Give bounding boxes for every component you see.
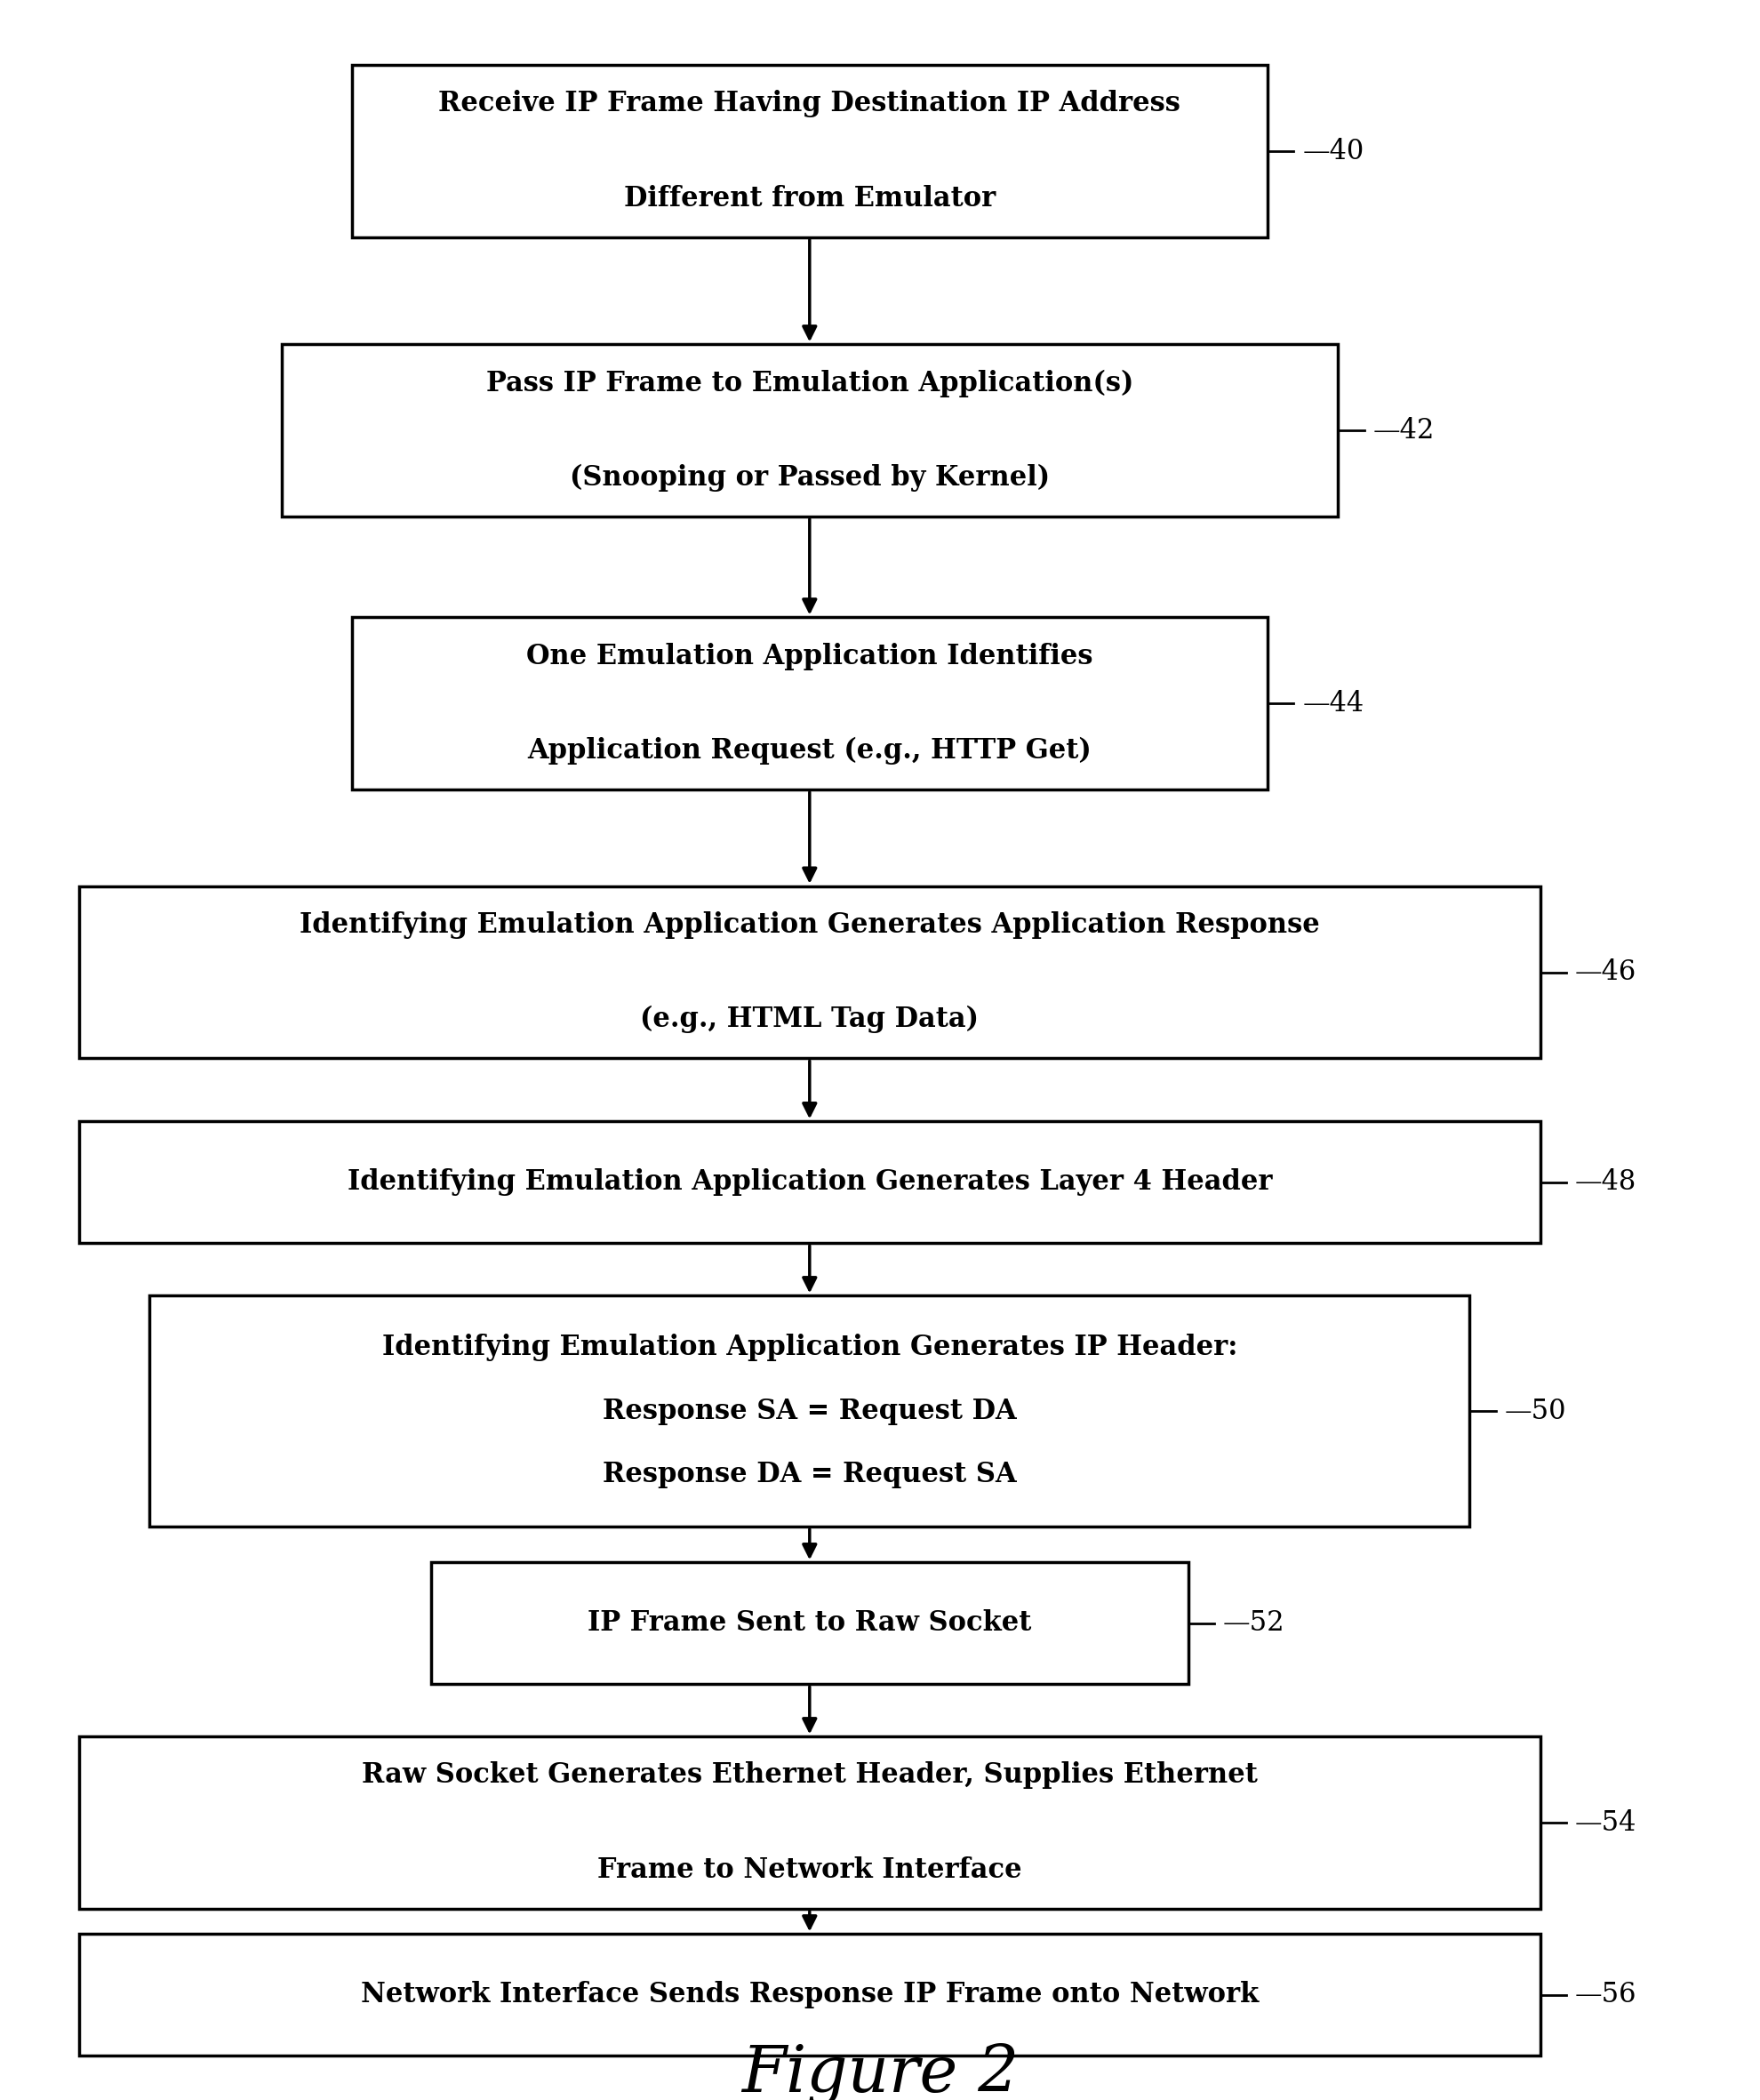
Text: Application Request (e.g., HTTP Get): Application Request (e.g., HTTP Get) [528,737,1091,764]
Text: Identifying Emulation Application Generates IP Header:: Identifying Emulation Application Genera… [382,1334,1237,1361]
Text: —48: —48 [1575,1168,1637,1197]
Text: Different from Emulator: Different from Emulator [623,185,996,212]
Text: IP Frame Sent to Raw Socket: IP Frame Sent to Raw Socket [588,1609,1031,1638]
FancyBboxPatch shape [352,65,1267,237]
Text: One Emulation Application Identifies: One Emulation Application Identifies [526,643,1093,670]
FancyBboxPatch shape [79,1737,1540,1909]
Text: Identifying Emulation Application Generates Application Response: Identifying Emulation Application Genera… [299,911,1320,939]
FancyBboxPatch shape [431,1562,1188,1684]
FancyBboxPatch shape [150,1296,1470,1527]
Text: Response SA = Request DA: Response SA = Request DA [602,1396,1017,1426]
Text: —56: —56 [1575,1980,1637,2010]
Text: Frame to Network Interface: Frame to Network Interface [597,1856,1023,1884]
FancyBboxPatch shape [282,344,1338,517]
FancyBboxPatch shape [79,1934,1540,2056]
FancyBboxPatch shape [79,886,1540,1058]
Text: —42: —42 [1373,416,1434,445]
Text: Identifying Emulation Application Generates Layer 4 Header: Identifying Emulation Application Genera… [347,1168,1272,1197]
Text: —54: —54 [1575,1808,1637,1838]
Text: Figure 2: Figure 2 [741,2043,1019,2100]
Text: Receive IP Frame Having Destination IP Address: Receive IP Frame Having Destination IP A… [438,90,1181,118]
FancyBboxPatch shape [352,617,1267,790]
Text: —52: —52 [1223,1609,1285,1638]
Text: Pass IP Frame to Emulation Application(s): Pass IP Frame to Emulation Application(s… [486,370,1133,397]
Text: Response DA = Request SA: Response DA = Request SA [602,1462,1017,1489]
Text: (Snooping or Passed by Kernel): (Snooping or Passed by Kernel) [570,464,1049,491]
Text: (e.g., HTML Tag Data): (e.g., HTML Tag Data) [641,1006,979,1033]
Text: —40: —40 [1302,136,1364,166]
Text: —44: —44 [1302,689,1364,718]
Text: Network Interface Sends Response IP Frame onto Network: Network Interface Sends Response IP Fram… [361,1980,1258,2010]
FancyBboxPatch shape [79,1121,1540,1243]
Text: —46: —46 [1575,958,1637,987]
Text: —50: —50 [1505,1396,1566,1426]
Text: Raw Socket Generates Ethernet Header, Supplies Ethernet: Raw Socket Generates Ethernet Header, Su… [361,1762,1258,1789]
